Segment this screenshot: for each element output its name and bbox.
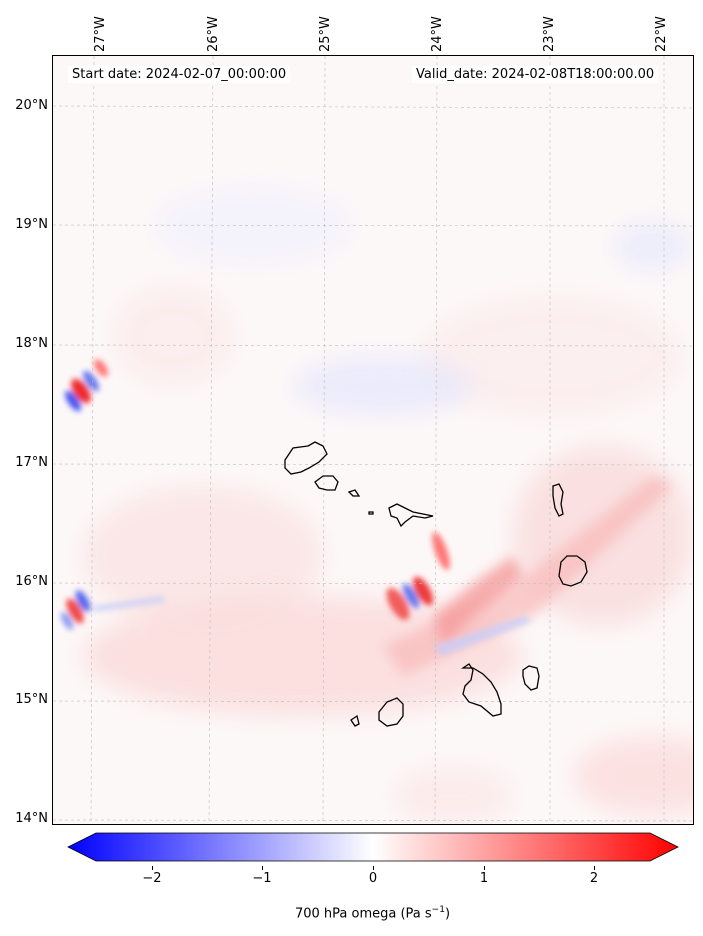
lat-label-14n: 14°N <box>15 811 48 826</box>
lon-label-27w: 27°W <box>93 16 108 52</box>
colorbar-title-main: 700 hPa omega (Pa s <box>294 906 432 922</box>
lat-label-15n: 15°N <box>15 692 48 707</box>
island-maio <box>522 665 540 691</box>
lat-label-18n: 18°N <box>15 336 48 351</box>
lat-label-20n: 20°N <box>15 98 48 113</box>
cb-tick-label-m2: −2 <box>142 871 162 886</box>
island-fogo <box>378 697 404 727</box>
lon-label-25w: 25°W <box>318 16 333 52</box>
lat-label-17n: 17°N <box>15 455 48 470</box>
wave-dipole-west <box>60 590 91 630</box>
colorbar <box>67 832 679 862</box>
weak-ascent-field <box>83 286 693 824</box>
cb-tickmark-1 <box>484 866 485 870</box>
map-panel <box>52 55 694 825</box>
colorbar-title: 700 hPa omega (Pa s−1) <box>0 905 703 921</box>
cb-tickmark-m2 <box>152 866 153 870</box>
coastlines <box>284 441 588 727</box>
lon-label-24w: 24°W <box>430 16 445 52</box>
island-sao-vicente <box>314 475 339 491</box>
graticule <box>53 56 693 824</box>
lon-label-23w: 23°W <box>542 16 557 52</box>
descent-streak <box>93 596 533 656</box>
wave-dipole-north <box>64 359 109 412</box>
cb-tick-label-0: 0 <box>368 871 378 886</box>
lat-label-19n: 19°N <box>15 217 48 232</box>
colorbar-body <box>67 832 679 862</box>
island-santo-antao <box>284 441 328 475</box>
lat-label-16n: 16°N <box>15 574 48 589</box>
cb-tick-label-m1: −1 <box>252 871 272 886</box>
cb-tickmark-2 <box>594 866 595 870</box>
island-raso <box>368 511 374 515</box>
colorbar-title-superscript: −1 <box>431 905 445 915</box>
island-boa-vista <box>558 555 588 587</box>
omega-field-map <box>53 56 693 824</box>
cb-tickmark-0 <box>373 866 374 870</box>
island-santa-luzia <box>347 489 361 497</box>
colorbar-title-suffix: ) <box>444 906 451 922</box>
island-santiago <box>460 663 502 717</box>
island-sal <box>552 483 564 517</box>
start-date-label: Start date: 2024-02-07_00:00:00 <box>68 66 291 83</box>
weak-descent-field <box>153 186 693 416</box>
cb-tick-label-2: 2 <box>589 871 599 886</box>
cb-tick-label-1: 1 <box>479 871 489 886</box>
lon-label-22w: 22°W <box>654 16 669 52</box>
ascent-band <box>383 476 673 676</box>
lon-label-26w: 26°W <box>206 16 221 52</box>
valid-date-label: Valid_date: 2024-02-08T18:00:00.00 <box>412 66 659 83</box>
island-sao-nicolau <box>388 503 434 528</box>
island-brava <box>350 714 360 727</box>
cb-tickmark-m1 <box>262 866 263 870</box>
wave-dipole-center <box>386 532 450 621</box>
